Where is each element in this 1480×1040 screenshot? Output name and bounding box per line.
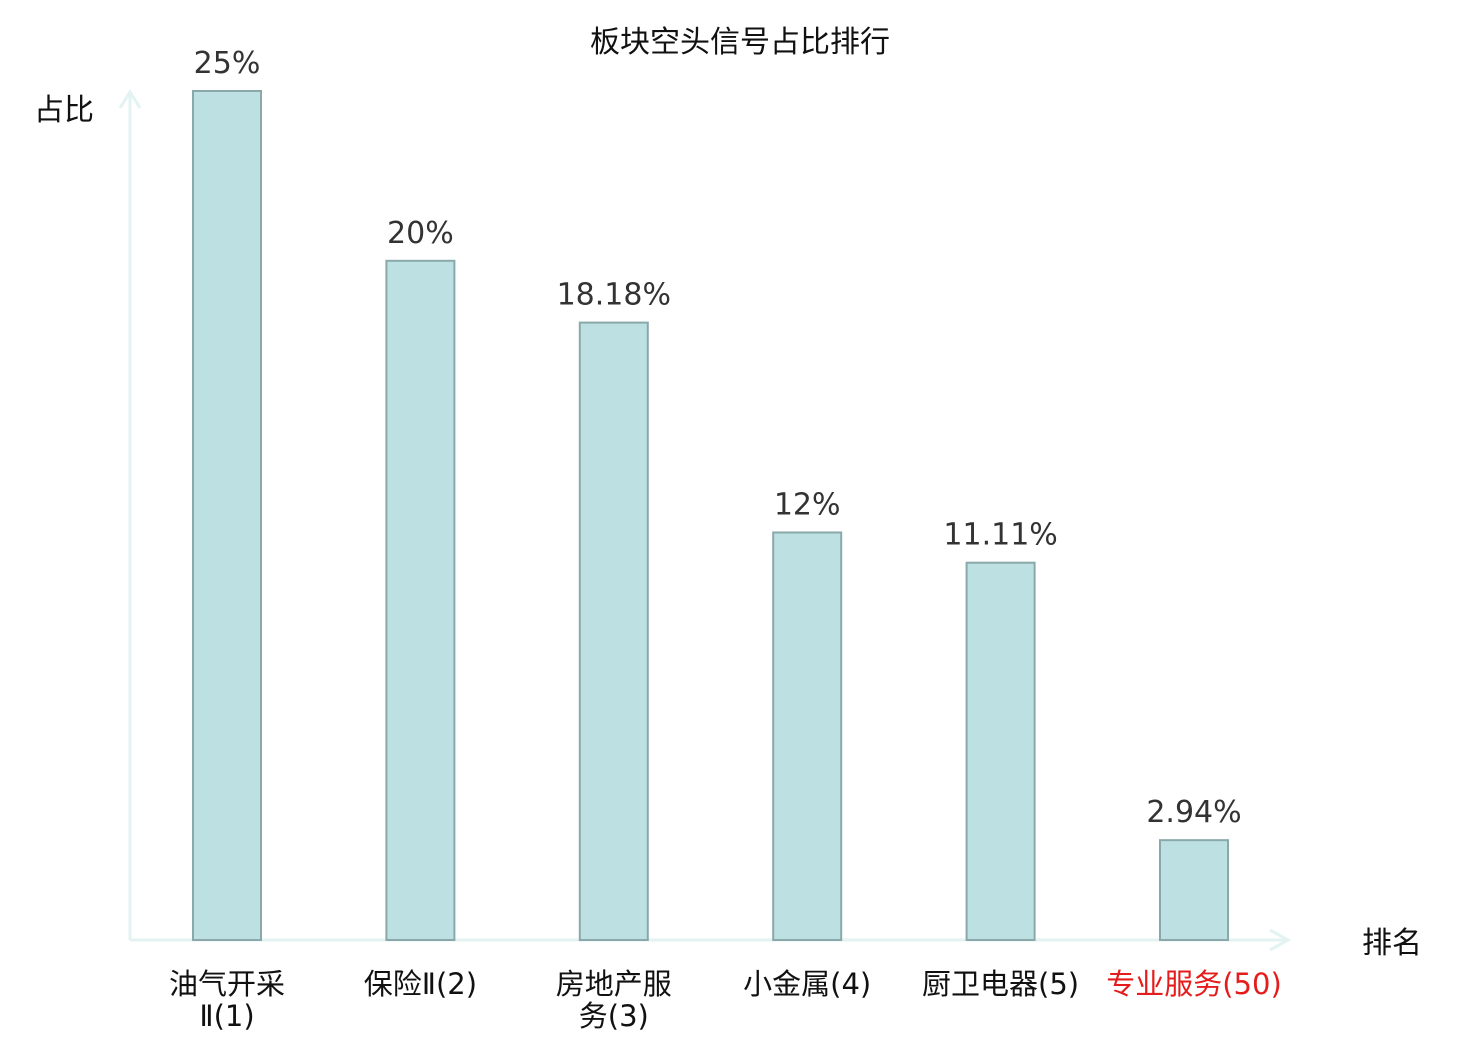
category-label: 油气开采 Ⅱ(1) [169,967,285,1033]
value-labels-group: 25% 20% 18.18% 12% 11.11% 2.94% [194,46,1242,830]
bar [192,90,262,941]
bar [772,531,843,941]
value-label: 25% [194,46,261,81]
bar [385,259,456,941]
value-label: 18.18% [557,278,671,313]
value-label: 2.94% [1146,795,1241,830]
chart-title: 板块空头信号占比排行 [590,25,890,60]
category-label: 小金属(4) [743,967,871,1001]
bars-group [192,90,1229,942]
axes [118,89,1292,952]
bar [578,321,649,942]
y-axis-label: 占比 [34,93,94,128]
value-label: 11.11% [943,518,1057,553]
y-axis-arrow-icon [118,89,142,109]
category-label: 厨卫电器(5) [922,967,1079,1001]
x-axis-label: 排名 [1362,926,1422,961]
bar [965,561,1036,941]
category-label: 专业服务(50) [1106,967,1282,1001]
category-label: 保险Ⅱ(2) [364,967,477,1001]
bar [1159,839,1229,941]
x-axis-arrow-icon [1269,928,1292,952]
value-label: 20% [387,216,454,251]
value-label: 12% [774,487,841,522]
category-label: 房地产服务(3) [556,967,672,1033]
category-labels-group: 油气开采 Ⅱ(1) 保险Ⅱ(2) 房地产服务(3) 小金属(4) 厨卫电器(5) 专业服务(… [169,967,1282,1033]
